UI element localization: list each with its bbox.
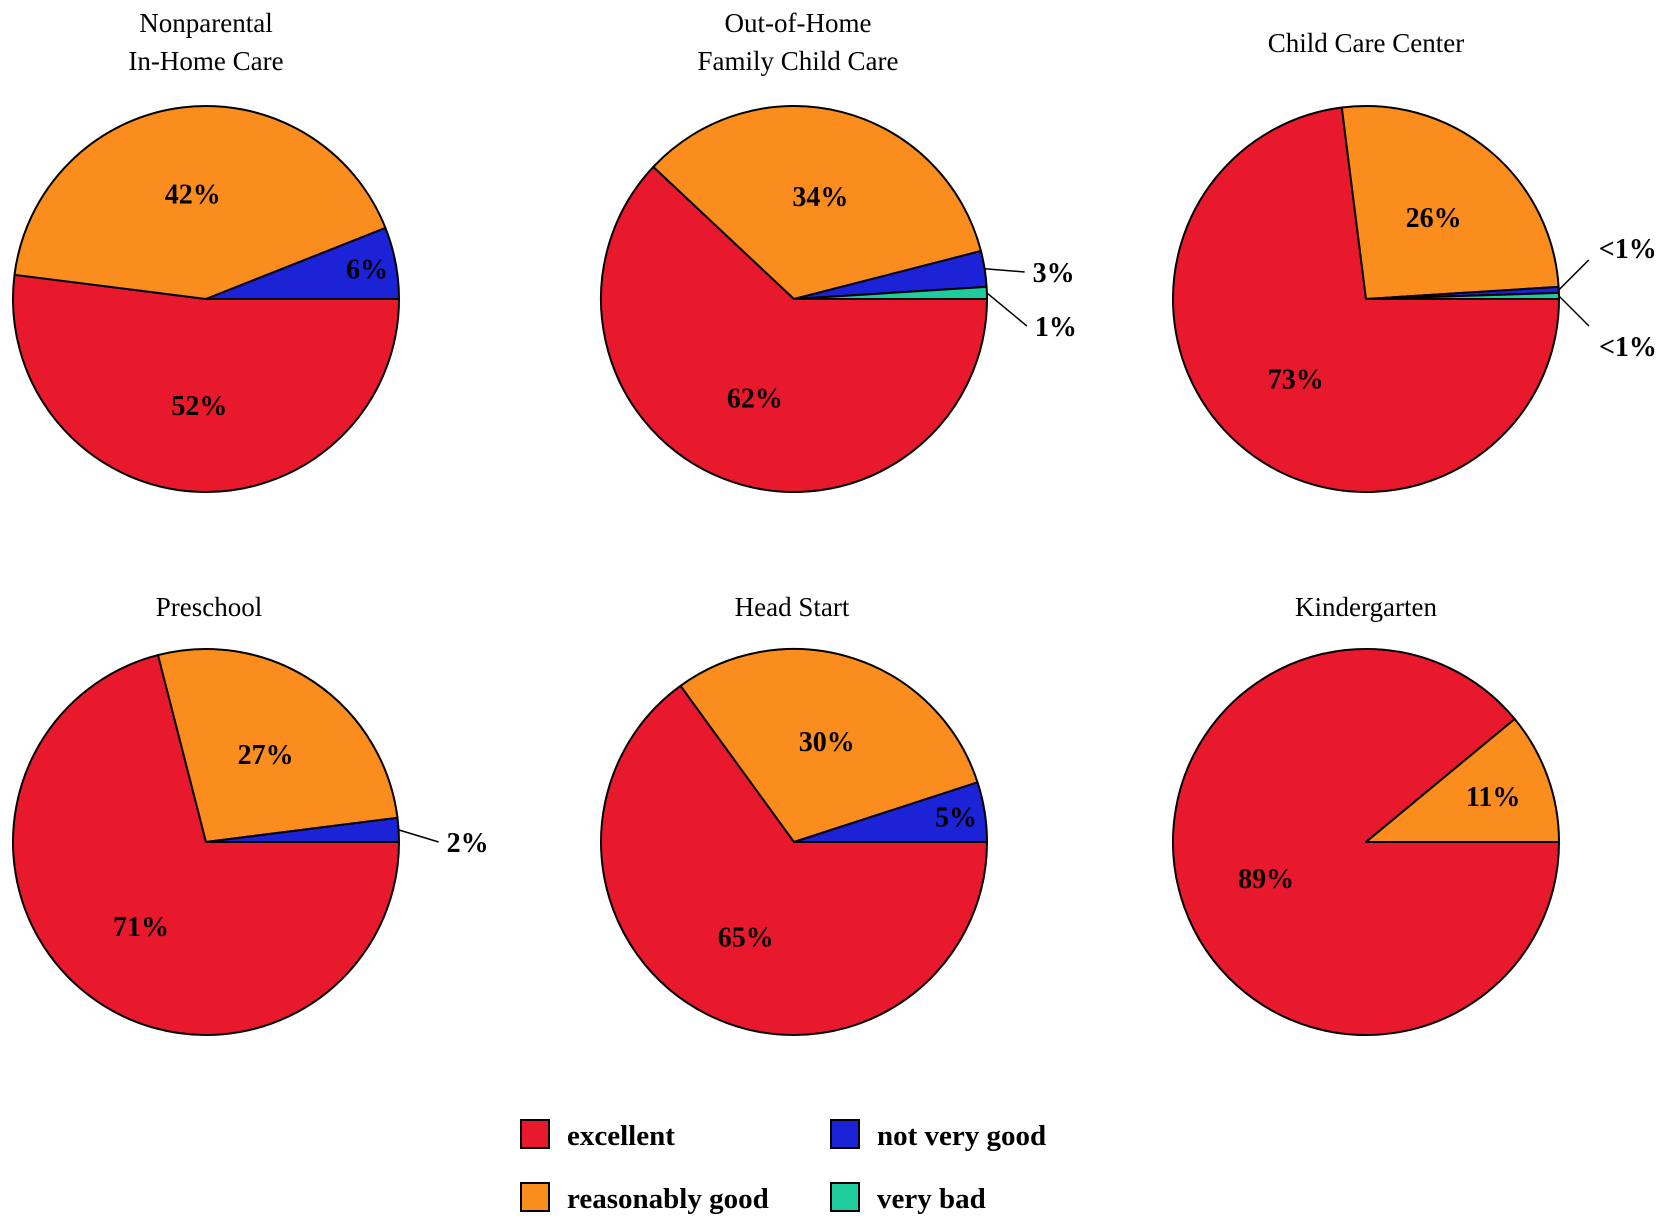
pie-title-line: Out-of-Home xyxy=(725,8,872,38)
slice-label-excellent: 73% xyxy=(1268,365,1324,396)
pie-slice-excellent xyxy=(600,165,988,493)
pie-chart-out-of-home-family-child-care: Out-of-Home Family Child Care 62% 34% 3% 1% xyxy=(600,8,1077,493)
legend-label-very-bad: very bad xyxy=(877,1183,986,1214)
slice-label-excellent: 65% xyxy=(718,923,774,954)
legend: excellent not very good reasonably good ver… xyxy=(520,1119,1046,1215)
slice-label-reasonably-good: 11% xyxy=(1466,782,1520,813)
slice-label-reasonably-good: 42% xyxy=(165,180,221,211)
slice-label-excellent: 71% xyxy=(113,912,169,943)
pie-slice-not-very-good xyxy=(205,226,400,300)
leader-line xyxy=(1558,295,1590,327)
pie-title-line: Child Care Center xyxy=(1268,28,1464,58)
slice-label-reasonably-good: 26% xyxy=(1406,203,1462,234)
pie-slice-not-very-good xyxy=(793,781,988,843)
pie-title-line: Nonparental xyxy=(139,8,272,38)
pie-chart-head-start: Head Start 65% 30% 5% xyxy=(600,592,988,1036)
pie-slice-reasonably-good xyxy=(13,105,387,300)
pie-title-line: In-Home Care xyxy=(128,46,283,76)
legend-label-not-very-good: not very good xyxy=(877,1120,1046,1152)
slice-label-excellent: 52% xyxy=(171,391,227,422)
pie-slice-excellent xyxy=(12,273,400,493)
slice-label-reasonably-good: 27% xyxy=(238,740,294,771)
slice-label-very-bad: <1% xyxy=(1599,332,1657,363)
slice-label-excellent: 62% xyxy=(727,384,783,415)
legend-label-reasonably-good: reasonably good xyxy=(567,1183,769,1214)
leader-line xyxy=(1558,259,1590,291)
pie-title-line: Kindergarten xyxy=(1295,592,1437,622)
slice-label-reasonably-good: 30% xyxy=(799,727,855,758)
leader-line xyxy=(986,292,1028,327)
legend-swatch-excellent xyxy=(520,1119,550,1149)
pie-slice-reasonably-good xyxy=(679,648,979,843)
pie-chart-preschool: Preschool 71% 27% 2% xyxy=(12,592,489,1036)
pie-slice-reasonably-good xyxy=(1365,717,1560,843)
pie-title-line: Head Start xyxy=(735,592,850,622)
pie-slice-very-bad xyxy=(1365,291,1560,300)
pie-slice-excellent xyxy=(600,684,988,1036)
slice-label-not-very-good: 2% xyxy=(447,828,489,859)
slice-label-not-very-good: 3% xyxy=(1033,258,1075,289)
leader-line xyxy=(984,268,1025,273)
pie-slice-reasonably-good xyxy=(157,648,399,843)
pie-slice-reasonably-good xyxy=(652,105,982,300)
slice-label-excellent: 89% xyxy=(1238,864,1294,895)
slice-label-reasonably-good: 34% xyxy=(792,182,848,213)
slice-label-not-very-good: <1% xyxy=(1599,234,1657,265)
pie-chart-nonparental-in-home-care: Nonparental In-Home Care 52% 42% 6% xyxy=(12,8,400,493)
pie-title-line: Preschool xyxy=(156,592,262,622)
legend-swatch-very-bad xyxy=(830,1182,860,1212)
pie-slice-very-bad xyxy=(793,285,988,300)
slice-label-not-very-good: 5% xyxy=(935,802,977,833)
pie-title-line: Family Child Care xyxy=(698,46,899,76)
slice-label-very-bad: 1% xyxy=(1035,312,1077,343)
legend-swatch-not-very-good xyxy=(830,1119,860,1149)
pie-slice-reasonably-good xyxy=(1340,105,1560,300)
pie-slice-not-very-good xyxy=(205,816,400,843)
pie-chart-child-care-center: Child Care Center 73% 26% <1% <1% xyxy=(1172,28,1657,493)
legend-swatch-reasonably-good xyxy=(520,1182,550,1212)
slice-label-not-very-good: 6% xyxy=(346,254,388,285)
pie-chart-kindergarten: Kindergarten 89% 11% xyxy=(1172,592,1560,1036)
pie-slice-excellent xyxy=(12,654,400,1036)
legend-label-excellent: excellent xyxy=(567,1120,675,1152)
leader-line xyxy=(398,829,439,843)
